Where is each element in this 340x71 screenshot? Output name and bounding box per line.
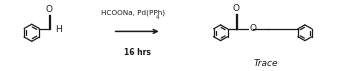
Text: O: O bbox=[46, 5, 53, 14]
Text: O: O bbox=[249, 24, 256, 33]
Text: H: H bbox=[55, 25, 62, 34]
Text: HCOONa, Pd(PPh): HCOONa, Pd(PPh) bbox=[101, 10, 165, 16]
Text: Trace: Trace bbox=[254, 59, 278, 68]
Text: 4: 4 bbox=[156, 15, 159, 21]
Text: O: O bbox=[233, 4, 240, 13]
Text: 16 hrs: 16 hrs bbox=[124, 48, 151, 57]
